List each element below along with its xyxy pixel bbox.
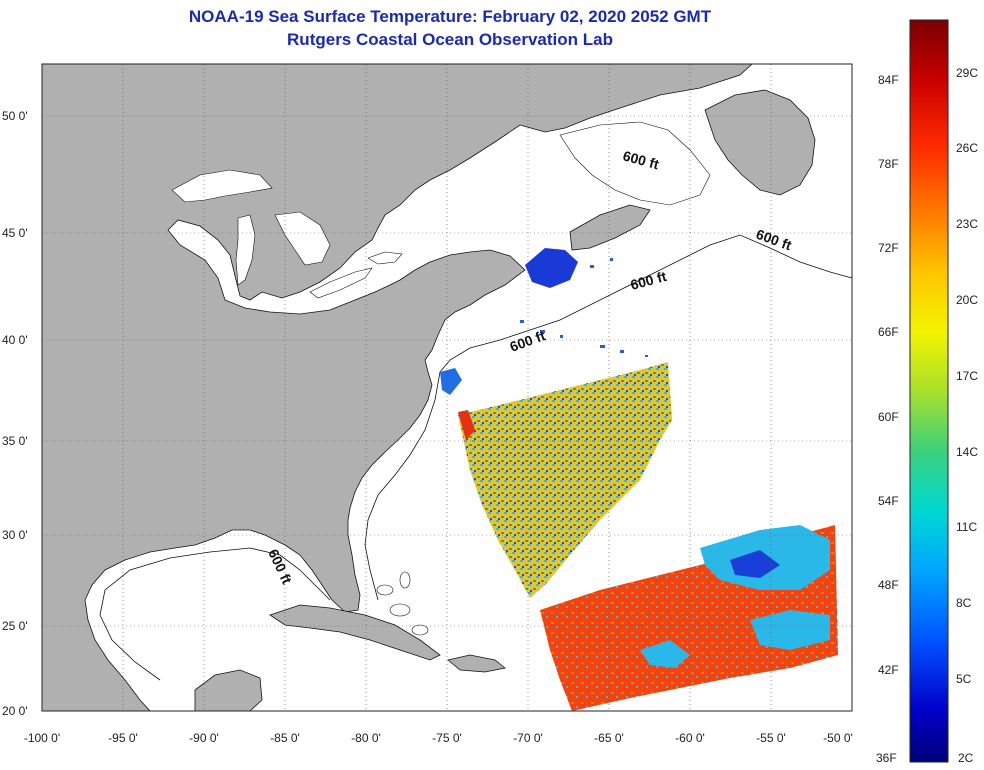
lon-label: -80 0' [351,731,381,745]
shelf-contour-line [439,234,853,373]
longitude-labels: -100 0' -95 0' -90 0' -85 0' -80 0' -75 … [24,731,853,745]
lon-label: -95 0' [108,731,138,745]
c-label: 26C [956,141,978,155]
shelf-contour-line-south [364,371,441,601]
lon-label: -75 0' [432,731,462,745]
latitude-labels: 50 0' 45 0' 40 0' 35 0' 30 0' 25 0' 20 0… [2,109,28,718]
f-label: 72F [878,241,899,255]
c-label: 11C [956,520,977,534]
c-label: 2C [958,751,974,765]
lake-ontario [367,251,403,265]
map-frame [41,63,853,712]
sst-cool-patches [640,525,830,668]
c-label: 20C [956,293,978,307]
bahamas-islands [376,571,429,636]
colorbar-celsius-labels: 29C 26C 23C 20C 17C 14C 11C 8C 5C 2C [956,66,978,765]
newfoundland-land [704,89,816,196]
lake-superior [171,169,273,203]
lat-label: 50 0' [2,109,28,123]
f-label: 60F [878,410,899,424]
f-label: 84F [878,73,899,87]
lon-label: -50 0' [823,731,853,745]
lat-label: 20 0' [2,704,28,718]
c-label: 23C [956,217,978,231]
lon-label: -60 0' [675,731,705,745]
c-label: 8C [956,596,972,610]
lon-label: -70 0' [513,731,543,745]
lon-label: -85 0' [270,731,300,745]
c-label: 14C [956,445,978,459]
f-label: 78F [878,157,899,171]
c-label: 29C [956,66,978,80]
colorbar-fahrenheit-labels: 84F 78F 72F 66F 60F 54F 48F 42F 36F [876,73,899,765]
lat-label: 25 0' [2,619,28,633]
f-label: 36F [876,751,897,765]
lat-label: 40 0' [2,333,28,347]
lat-label: 30 0' [2,528,28,542]
c-label: 17C [956,369,978,383]
nova-scotia-land [569,204,651,251]
map-subtitle: Rutgers Coastal Ocean Observation Lab [287,30,613,49]
sst-swath-north [458,362,672,598]
sst-cold-gulf-of-maine [525,248,578,288]
hispaniola-land [447,654,506,673]
map-title: NOAA-19 Sea Surface Temperature: Februar… [188,7,712,26]
cuba-land [269,604,441,661]
lat-label: 45 0' [2,226,28,240]
f-label: 48F [878,578,899,592]
f-label: 54F [878,494,899,508]
lake-huron [274,211,331,266]
graticule-grid [42,64,852,711]
c-label: 5C [956,672,972,686]
lat-label: 35 0' [2,434,28,448]
lake-michigan [235,214,256,286]
north-america-land [41,63,754,712]
lon-label: -55 0' [756,731,786,745]
sst-cold-chesapeake [440,368,462,395]
lon-label: -100 0' [24,731,60,745]
colorbar [909,19,949,763]
f-label: 66F [878,325,899,339]
sst-swath-warm-tip [458,410,475,440]
gulf-of-st-lawrence [559,121,711,206]
sst-scattered-pixels [520,258,648,357]
lon-label: -90 0' [189,731,219,745]
lake-erie [309,267,373,299]
lon-label: -65 0' [594,731,624,745]
gulf-contour-line [99,547,331,681]
f-label: 42F [878,663,899,677]
